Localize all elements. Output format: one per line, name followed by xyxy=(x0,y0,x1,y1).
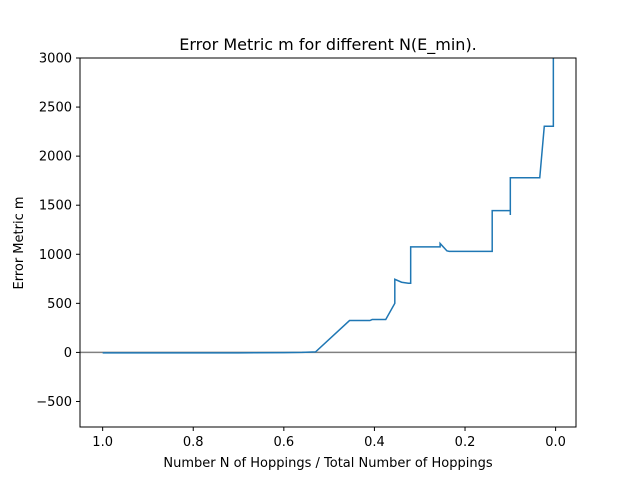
x-tick-label: 0.4 xyxy=(364,435,385,450)
y-tick-label: 500 xyxy=(47,297,72,312)
x-tick-label: 0.8 xyxy=(183,435,204,450)
x-tick-label: 0.6 xyxy=(273,435,294,450)
chart-title: Error Metric m for different N(E_min). xyxy=(179,35,477,55)
y-tick-label: 0 xyxy=(64,346,72,361)
y-tick-label: −500 xyxy=(36,395,72,410)
series-line-1 xyxy=(102,58,555,354)
plot-area: 1.0 0.8 0.6 0.4 0.2 0.0 −500 0 500 1000 1500 2000 25… xyxy=(36,52,577,450)
x-tick-label: 0.0 xyxy=(545,435,566,450)
y-tick-label: 1500 xyxy=(39,199,72,214)
y-axis-label: Error Metric m xyxy=(12,196,27,289)
axes-frame xyxy=(79,57,577,428)
y-tick-label: 1000 xyxy=(39,248,72,263)
x-tick-label: 1.0 xyxy=(92,435,113,450)
y-tick-label: 3000 xyxy=(39,52,72,67)
y-tick-label: 2000 xyxy=(39,150,72,165)
x-axis-label: Number N of Hoppings / Total Number of H… xyxy=(163,456,492,471)
x-tick-label: 0.2 xyxy=(455,435,476,450)
y-tick-label: 2500 xyxy=(39,101,72,116)
